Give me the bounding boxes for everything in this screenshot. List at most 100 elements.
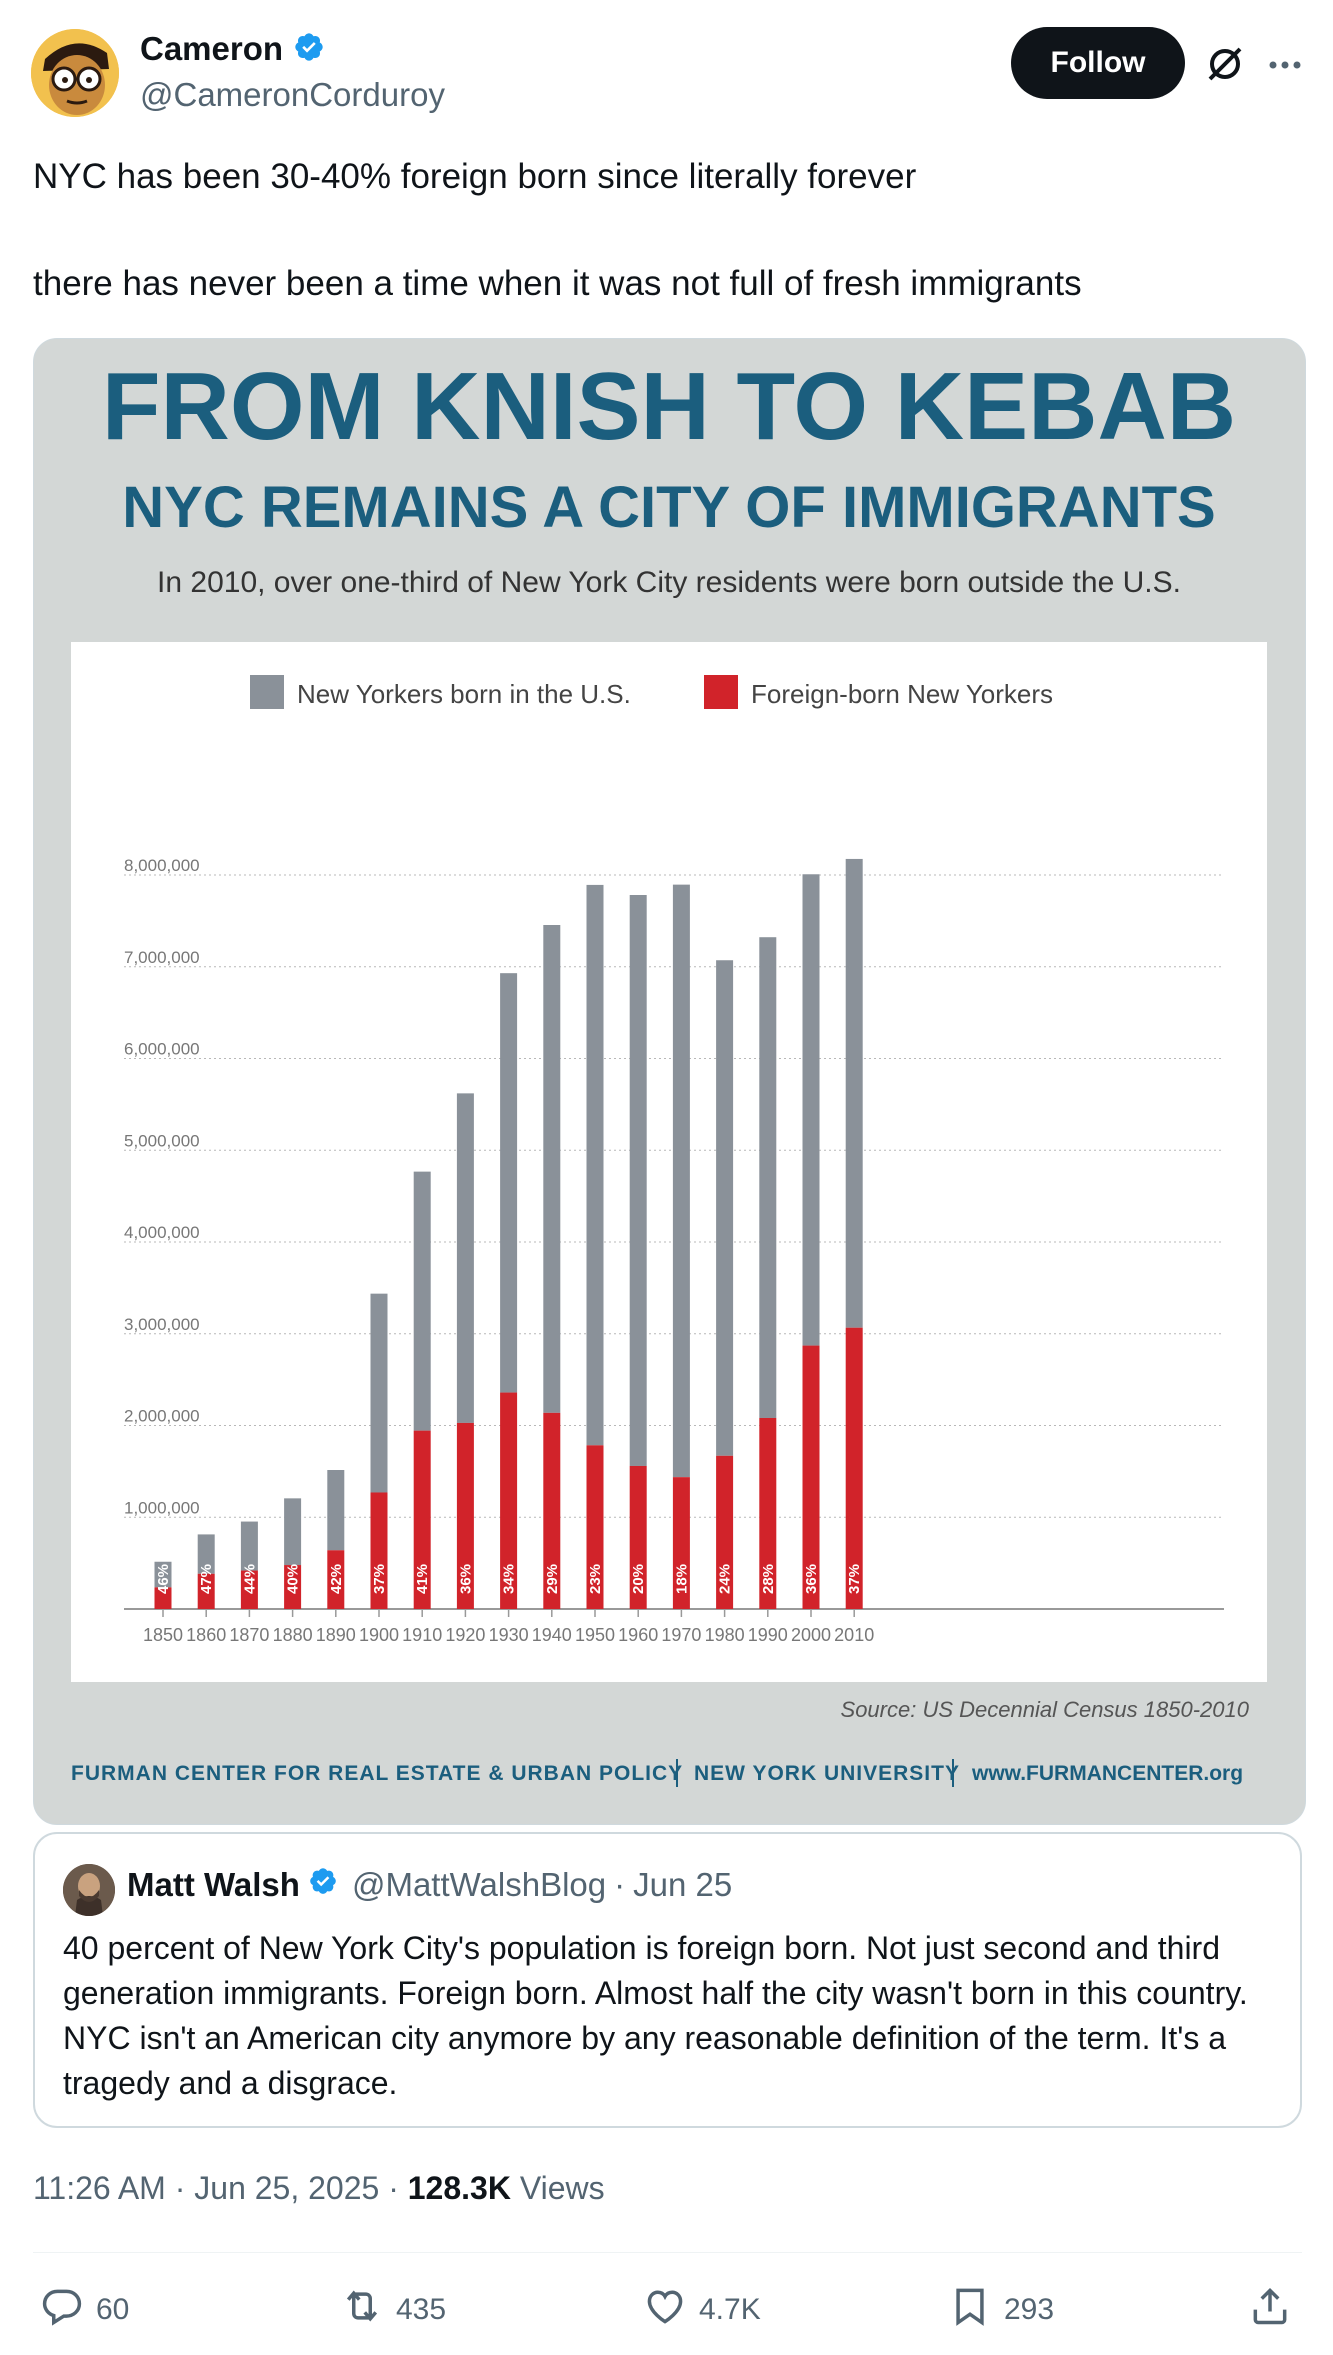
x-tick-label-2010: 2010 bbox=[834, 1625, 874, 1645]
plot-panel bbox=[71, 642, 1267, 1682]
x-tick-label-1900: 1900 bbox=[359, 1625, 399, 1645]
y-tick-label: 8,000,000 bbox=[124, 856, 200, 875]
bar-foreign-born-1870 bbox=[240, 1570, 258, 1609]
share-button[interactable] bbox=[1248, 2284, 1292, 2336]
percent-label-1960: 20% bbox=[630, 1564, 647, 1594]
bar-us-born-1880 bbox=[284, 1498, 302, 1566]
percent-label-1900: 37% bbox=[371, 1564, 388, 1594]
bar-us-born-1870 bbox=[240, 1521, 258, 1571]
quote-author-handle[interactable]: @MattWalshBlog bbox=[351, 1866, 607, 1903]
legend-swatch-foreign bbox=[704, 675, 738, 709]
bar-foreign-born-1990 bbox=[759, 1417, 777, 1609]
x-tick-label-1940: 1940 bbox=[532, 1625, 572, 1645]
x-tick-label-2000: 2000 bbox=[791, 1625, 831, 1645]
like-icon bbox=[643, 2284, 687, 2336]
follow-button[interactable]: Follow bbox=[1011, 27, 1185, 99]
quoted-tweet[interactable]: Matt Walsh @MattWalshBlog · Jun 25 40 pe… bbox=[33, 1832, 1302, 2128]
tweet-timestamp[interactable]: 11:26 AM · Jun 25, 2025 · bbox=[33, 2170, 408, 2206]
author-avatar[interactable] bbox=[31, 29, 119, 117]
tweet-line-2: there has never been a time when it was … bbox=[33, 264, 1082, 303]
quote-separator: · bbox=[614, 1866, 626, 1903]
bar-foreign-born-1890 bbox=[327, 1550, 345, 1609]
bar-foreign-born-1920 bbox=[456, 1422, 474, 1609]
chart-svg: FROM KNISH TO KEBAB NYC REMAINS A CITY O… bbox=[34, 339, 1305, 1824]
bar-us-born-1990 bbox=[759, 937, 777, 1418]
quote-author-avatar[interactable] bbox=[63, 1864, 115, 1916]
bar-foreign-born-1960 bbox=[629, 1465, 647, 1609]
bar-foreign-born-1930 bbox=[500, 1392, 518, 1609]
tweet-text: NYC has been 30-40% foreign born since l… bbox=[33, 152, 1303, 309]
bar-foreign-born-1900 bbox=[370, 1492, 388, 1609]
bar-us-born-1920 bbox=[456, 1093, 474, 1423]
bar-us-born-2000 bbox=[802, 874, 820, 1346]
percent-label-1860: 47% bbox=[198, 1564, 215, 1594]
views-label: Views bbox=[510, 2170, 605, 2206]
bookmark-icon bbox=[948, 2284, 992, 2336]
x-tick-label-1860: 1860 bbox=[186, 1625, 226, 1645]
bar-us-born-1910 bbox=[413, 1171, 431, 1431]
footer-org: FURMAN CENTER FOR REAL ESTATE & URBAN PO… bbox=[71, 1762, 683, 1785]
bar-us-born-2010 bbox=[845, 858, 863, 1328]
legend-label-us: New Yorkers born in the U.S. bbox=[297, 679, 631, 709]
tweet-line-1: NYC has been 30-40% foreign born since l… bbox=[33, 157, 917, 196]
bar-us-born-1960 bbox=[629, 895, 647, 1466]
percent-label-1930: 34% bbox=[501, 1564, 518, 1594]
percent-label-2010: 37% bbox=[846, 1564, 863, 1594]
legend-swatch-us bbox=[250, 675, 284, 709]
bar-foreign-born-1950 bbox=[586, 1445, 604, 1609]
author-name[interactable]: Cameron bbox=[140, 30, 284, 67]
percent-label-1910: 41% bbox=[414, 1564, 431, 1594]
bar-us-born-1890 bbox=[327, 1469, 345, 1551]
y-tick-label: 3,000,000 bbox=[124, 1315, 200, 1334]
percent-label-1980: 24% bbox=[717, 1564, 734, 1594]
quote-name-row: Matt Walsh @MattWalshBlog · Jun 25 bbox=[127, 1866, 732, 1904]
x-tick-label-1980: 1980 bbox=[705, 1625, 745, 1645]
percent-label-1970: 18% bbox=[673, 1564, 690, 1594]
x-tick-label-1880: 1880 bbox=[273, 1625, 313, 1645]
grok-icon[interactable] bbox=[1204, 43, 1246, 85]
x-tick-label-1990: 1990 bbox=[748, 1625, 788, 1645]
y-tick-label: 2,000,000 bbox=[124, 1407, 200, 1426]
percent-label-1920: 36% bbox=[457, 1564, 474, 1594]
reply-button[interactable]: 60 bbox=[40, 2284, 129, 2336]
views-count: 128.3K bbox=[407, 2170, 511, 2206]
percent-label-1940: 29% bbox=[544, 1564, 561, 1594]
bar-us-born-1950 bbox=[586, 884, 604, 1446]
verified-badge-icon bbox=[308, 1866, 338, 1904]
bar-us-born-1980 bbox=[716, 960, 734, 1456]
y-tick-label: 5,000,000 bbox=[124, 1131, 200, 1150]
percent-label-1850: 46% bbox=[155, 1564, 172, 1594]
like-button[interactable]: 4.7K bbox=[643, 2284, 761, 2336]
x-tick-labels: 1850 1860 1870 1880 1890 1900 1910 1920 1930 1940… bbox=[143, 1609, 874, 1645]
bar-foreign-born-1980 bbox=[716, 1455, 734, 1609]
x-tick-label-1960: 1960 bbox=[618, 1625, 658, 1645]
bar-foreign-born-1940 bbox=[543, 1412, 561, 1609]
chart-subtitle: NYC REMAINS A CITY OF IMMIGRANTS bbox=[122, 475, 1215, 540]
bar-us-born-1930 bbox=[500, 973, 518, 1393]
author-handle[interactable]: @CameronCorduroy bbox=[140, 76, 445, 113]
quote-text: 40 percent of New York City's population… bbox=[63, 1930, 1248, 2101]
y-tick-label: 6,000,000 bbox=[124, 1040, 200, 1059]
x-tick-label-1930: 1930 bbox=[489, 1625, 529, 1645]
bar-foreign-born-2010 bbox=[845, 1327, 863, 1609]
reply-icon bbox=[40, 2284, 84, 2336]
more-icon[interactable] bbox=[1264, 44, 1306, 86]
quote-date[interactable]: Jun 25 bbox=[633, 1866, 733, 1903]
chart-title: FROM KNISH TO KEBAB bbox=[102, 353, 1236, 460]
share-icon bbox=[1248, 2284, 1292, 2336]
percent-label-1880: 40% bbox=[285, 1564, 302, 1594]
bookmark-count: 293 bbox=[1004, 2293, 1055, 2326]
bar-us-born-1940 bbox=[543, 925, 561, 1413]
bar-foreign-born-1880 bbox=[284, 1565, 302, 1609]
bookmark-button[interactable]: 293 bbox=[948, 2284, 1054, 2336]
bar-us-born-1900 bbox=[370, 1293, 388, 1493]
bar-foreign-born-1970 bbox=[672, 1477, 690, 1609]
quote-author-name[interactable]: Matt Walsh bbox=[127, 1866, 300, 1903]
tweet-meta: 11:26 AM · Jun 25, 2025 · 128.3K Views bbox=[33, 2170, 605, 2207]
bar-foreign-born-1860 bbox=[197, 1573, 215, 1609]
repost-button[interactable]: 435 bbox=[340, 2284, 446, 2336]
y-tick-label: 1,000,000 bbox=[124, 1498, 200, 1517]
tweet-media-chart[interactable]: FROM KNISH TO KEBAB NYC REMAINS A CITY O… bbox=[33, 338, 1306, 1825]
bar-foreign-born-2000 bbox=[802, 1345, 820, 1609]
chart-source: Source: US Decennial Census 1850-2010 bbox=[841, 1697, 1250, 1722]
